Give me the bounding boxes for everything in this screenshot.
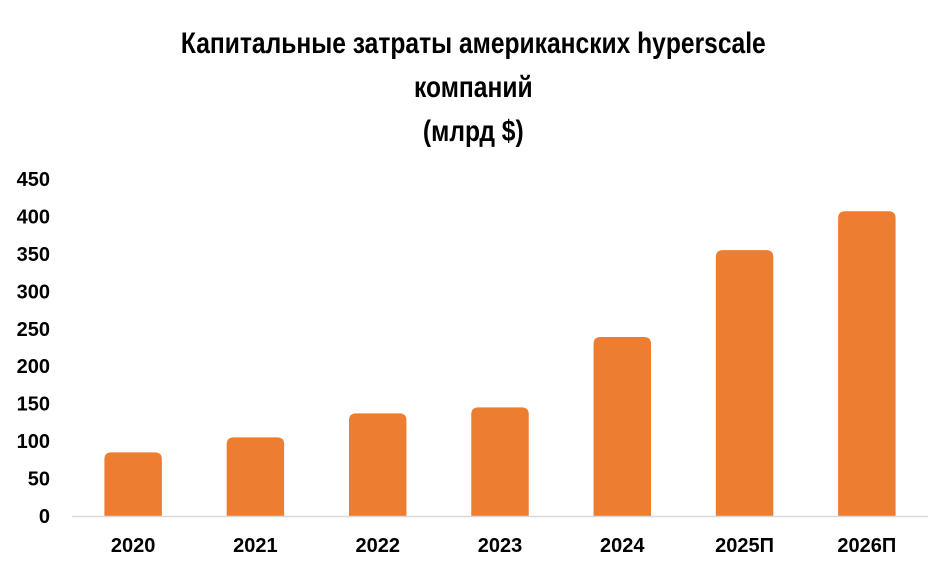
y-tick-label: 300 (17, 281, 50, 303)
x-tick-label: 2023 (478, 535, 523, 557)
y-tick-label: 150 (17, 394, 50, 416)
y-tick-label: 400 (17, 206, 50, 228)
y-tick-label: 100 (17, 431, 50, 453)
x-tick-label: 2024 (600, 535, 645, 557)
x-axis-ticks: 2020 2021 2022 2023 2024 2025П 2026П (111, 535, 896, 557)
bar-2020 (104, 452, 162, 516)
y-tick-label: 0 (39, 506, 50, 528)
y-tick-label: 350 (17, 244, 50, 266)
bar-2022 (348, 413, 407, 516)
y-tick-label: 50 (28, 469, 50, 491)
bar-2026П (838, 211, 896, 517)
y-axis-ticks: 0 50 100 150 200 250 300 350 400 450 (17, 169, 50, 528)
chart-title: Капитальные затраты американских hypersc… (86, 22, 861, 154)
bar-2025П (715, 250, 774, 516)
bar-2023 (471, 407, 529, 516)
y-tick-label: 450 (17, 169, 50, 191)
chart-title-line-1: Капитальные затраты американских hypersc… (180, 27, 766, 60)
x-tick-label: 2020 (111, 535, 156, 557)
x-tick-label: 2026П (837, 535, 896, 557)
chart-title-line-2: компаний (414, 71, 533, 104)
x-tick-label: 2025П (715, 535, 774, 557)
x-tick-label: 2021 (233, 535, 278, 557)
y-tick-label: 250 (17, 319, 50, 341)
bars (104, 211, 896, 517)
bar-2024 (593, 337, 652, 516)
chart-title-line-3: (млрд $) (422, 115, 524, 148)
bar-2021 (226, 437, 285, 516)
x-tick-label: 2022 (355, 535, 400, 557)
y-tick-label: 200 (17, 356, 50, 378)
